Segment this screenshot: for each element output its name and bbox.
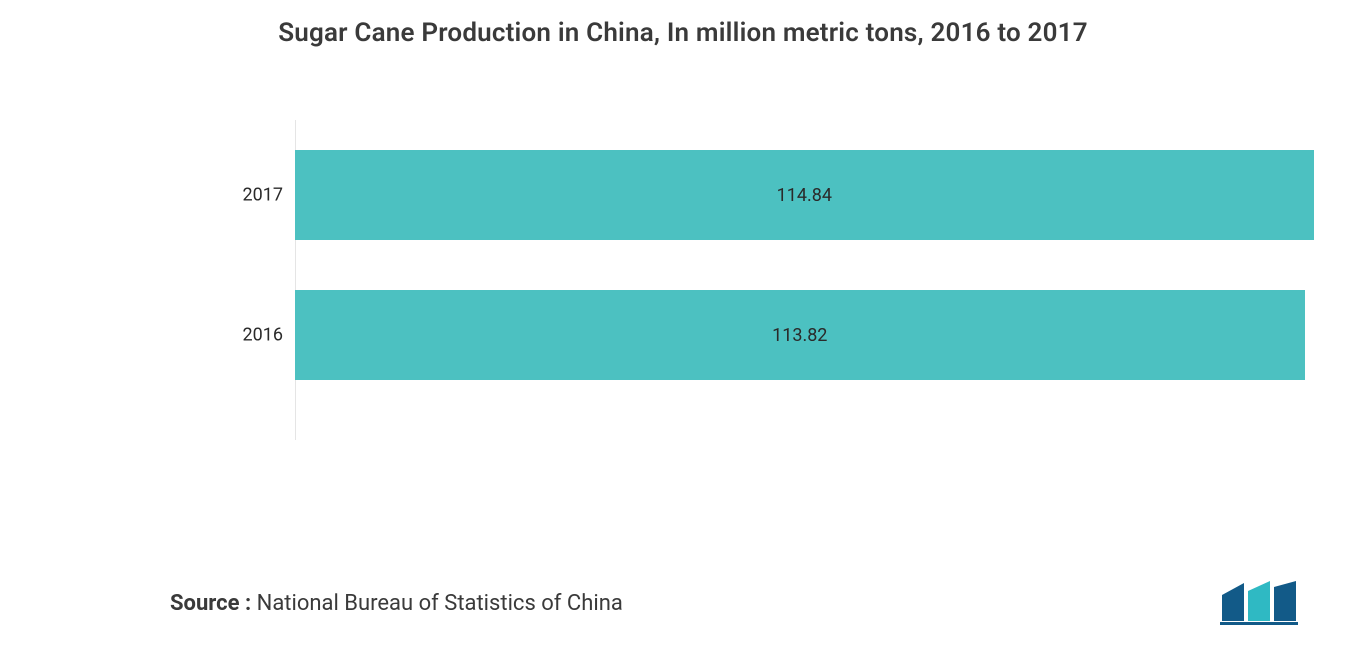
y-axis-label-1: 2016 (233, 325, 283, 346)
bar-row-0: 2017 114.84 (295, 150, 1314, 240)
brand-logo-icon (1220, 581, 1306, 625)
source-text: National Bureau of Statistics of China (257, 591, 623, 616)
bar-value-1: 113.82 (772, 325, 827, 346)
footer: Source : National Bureau of Statistics o… (170, 581, 1306, 625)
bar-1: 113.82 (295, 290, 1305, 380)
chart-container: Sugar Cane Production in China, In milli… (0, 0, 1366, 655)
source-line: Source : National Bureau of Statistics o… (170, 591, 623, 616)
y-axis-label-0: 2017 (233, 185, 283, 206)
chart-title: Sugar Cane Production in China, In milli… (0, 0, 1366, 48)
bar-row-1: 2016 113.82 (295, 290, 1305, 380)
bar-0: 114.84 (295, 150, 1314, 240)
source-label: Source : (170, 591, 257, 616)
plot-area: 2017 114.84 2016 113.82 (295, 120, 1315, 440)
bar-value-0: 114.84 (777, 185, 832, 206)
